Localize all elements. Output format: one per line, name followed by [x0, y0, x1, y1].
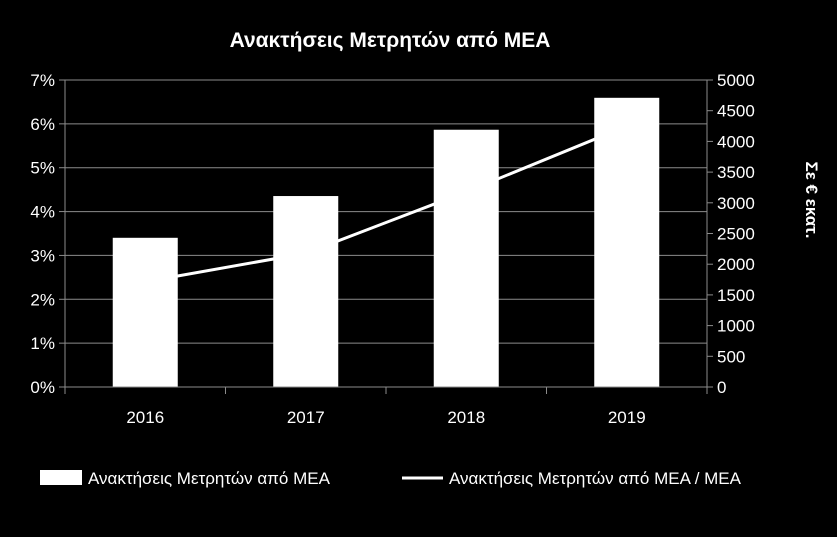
bar — [433, 129, 499, 387]
x-tick-label: 2019 — [608, 408, 646, 427]
legend: Ανακτήσεις Μετρητών από ΜΕΑ Ανακτήσεις Μ… — [40, 469, 742, 488]
bar — [273, 196, 339, 387]
y-right-tick-label: 0 — [717, 378, 726, 397]
series-line — [144, 124, 628, 284]
left-axis-ticks: 0% 1% 2% 3% 4% 5% 6% 7% — [30, 71, 55, 397]
y-right-tick-label: 1500 — [717, 286, 755, 305]
bar — [594, 97, 660, 387]
y-left-tick-label: 5% — [30, 159, 55, 178]
x-tick-label: 2018 — [447, 408, 485, 427]
y-left-tick-label: 3% — [30, 246, 55, 265]
y-left-tick-label: 0% — [30, 378, 55, 397]
y-right-tick-label: 3500 — [717, 163, 755, 182]
chart-title: Ανακτήσεις Μετρητών από ΜΕΑ — [230, 29, 551, 52]
x-tick-label: 2017 — [287, 408, 325, 427]
y-left-tick-label: 1% — [30, 334, 55, 353]
bar — [112, 237, 178, 387]
legend-bar-label: Ανακτήσεις Μετρητών από ΜΕΑ — [88, 469, 331, 488]
y-right-tick-label: 2000 — [717, 255, 755, 274]
line-series — [144, 124, 628, 284]
category-axis-labels: 2016 2017 2018 2019 — [126, 408, 645, 427]
y-left-tick-label: 6% — [30, 115, 55, 134]
right-axis-label: Σε € εκατ. — [802, 162, 821, 239]
y-right-tick-label: 1000 — [717, 317, 755, 336]
y-right-tick-label: 4000 — [717, 132, 755, 151]
y-right-tick-label: 4500 — [717, 102, 755, 121]
axes — [59, 79, 713, 394]
y-right-tick-label: 5000 — [717, 71, 755, 90]
y-right-tick-label: 3000 — [717, 194, 755, 213]
x-tick-label: 2016 — [126, 408, 164, 427]
y-left-tick-label: 7% — [30, 71, 55, 90]
y-right-tick-label: 500 — [717, 347, 745, 366]
bar-series — [112, 97, 660, 387]
right-axis-ticks: 0 500 1000 1500 2000 2500 3000 3500 4000 4500 5000 — [717, 71, 755, 397]
legend-bar-swatch — [40, 470, 82, 485]
y-left-tick-label: 2% — [30, 290, 55, 309]
y-left-tick-label: 4% — [30, 203, 55, 222]
y-right-tick-label: 2500 — [717, 225, 755, 244]
legend-line-label: Ανακτήσεις Μετρητών από ΜΕΑ / ΜΕΑ — [449, 469, 742, 488]
